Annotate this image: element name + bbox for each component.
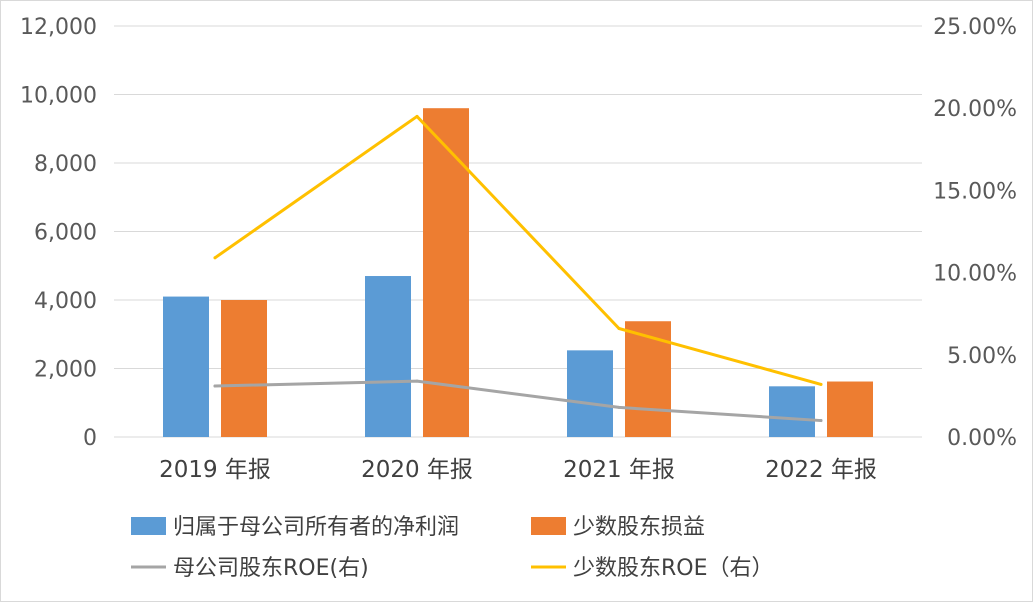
left-tick-label: 0 [83, 426, 97, 451]
right-tick-label: 5.00% [947, 344, 1017, 369]
right-tick-label: 15.00% [933, 179, 1017, 204]
legend-item-parent-net-profit: 归属于母公司所有者的净利润 [131, 515, 459, 540]
left-tick-label: 12,000 [20, 15, 97, 40]
left-tick-label: 4,000 [34, 289, 97, 314]
category-label: 2019 年报 [159, 457, 271, 483]
point-minority-roe [415, 114, 419, 118]
point-parent-roe [617, 405, 621, 409]
bar-parent-net-profit [163, 296, 209, 437]
category-label: 2021 年报 [563, 457, 675, 483]
category-label: 2022 年报 [765, 457, 877, 483]
legend-item-minority-roe: 少数股东ROE（右） [531, 556, 774, 581]
bar-minority-interest [625, 321, 671, 437]
left-axis-ticks: 0 2,000 4,000 6,000 8,000 10,000 12,000 [20, 15, 97, 451]
legend-item-parent-roe: 母公司股东ROE(右) [131, 556, 369, 581]
line-parent-roe [213, 379, 823, 423]
bar-parent-net-profit [567, 350, 613, 437]
point-minority-roe [213, 256, 217, 260]
left-tick-label: 10,000 [20, 84, 97, 109]
legend-label: 少数股东损益 [573, 515, 705, 540]
bar-parent-net-profit [365, 276, 411, 437]
right-tick-label: 0.00% [947, 426, 1017, 451]
point-parent-roe [415, 379, 419, 383]
legend-item-minority-interest: 少数股东损益 [531, 515, 705, 540]
right-axis-ticks: 0.00% 5.00% 10.00% 15.00% 20.00% 25.00% [933, 15, 1017, 451]
left-tick-label: 2,000 [34, 358, 97, 383]
bar-minority-interest [221, 300, 267, 437]
x-axis-labels: 2019 年报 2020 年报 2021 年报 2022 年报 [159, 457, 877, 483]
right-tick-label: 10.00% [933, 262, 1017, 287]
point-parent-roe [819, 419, 823, 423]
point-minority-roe [617, 326, 621, 330]
bar-parent-net-profit [769, 386, 815, 437]
bars [163, 108, 873, 437]
point-parent-roe [213, 384, 217, 388]
legend-label: 母公司股东ROE(右) [173, 556, 369, 581]
bar-minority-interest [827, 381, 873, 437]
legend-swatch [531, 517, 566, 535]
legend-swatch [131, 517, 166, 535]
category-label: 2020 年报 [361, 457, 473, 483]
point-minority-roe [819, 382, 823, 386]
legend-label: 归属于母公司所有者的净利润 [173, 515, 459, 540]
lines [213, 114, 823, 423]
legend-label: 少数股东ROE（右） [573, 556, 774, 581]
left-tick-label: 6,000 [34, 221, 97, 246]
right-tick-label: 25.00% [933, 15, 1017, 40]
left-tick-label: 8,000 [34, 152, 97, 177]
line-minority-roe [213, 114, 823, 386]
right-tick-label: 20.00% [933, 97, 1017, 122]
